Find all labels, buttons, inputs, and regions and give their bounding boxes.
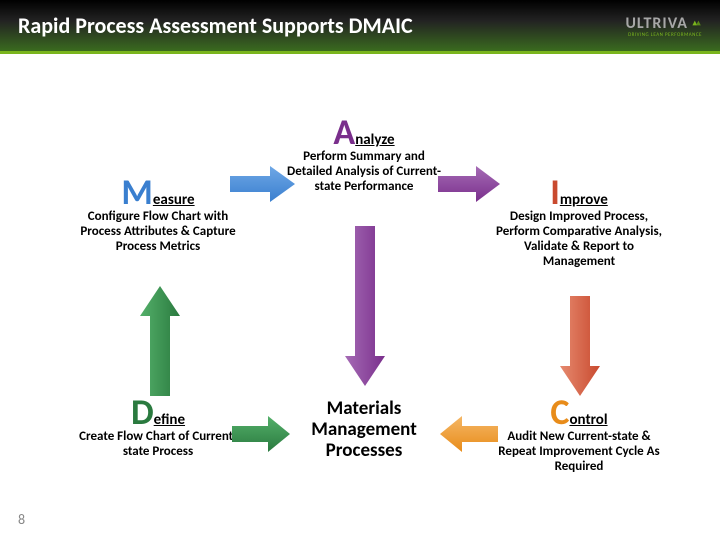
measure-suffix: easure: [153, 191, 195, 209]
logo-mark-icon: [690, 17, 702, 29]
center-box: Materials Management Processes: [284, 399, 444, 462]
block-define: Define Create Flow Chart of Current-stat…: [78, 396, 238, 460]
analyze-suffix: nalyze: [355, 131, 394, 149]
block-improve: Improve Design Improved Process, Perform…: [494, 176, 664, 270]
page-title: Rapid Process Assessment Supports DMAIC: [18, 12, 413, 39]
analyze-letter: A: [333, 110, 355, 154]
logo: ULTRIVA DRIVING LEAN PERFORMANCE: [625, 14, 702, 38]
control-body: Audit New Current-state & Repeat Improve…: [494, 430, 664, 475]
define-body: Create Flow Chart of Current-state Proce…: [78, 430, 238, 460]
block-control: Control Audit New Current-state & Repeat…: [494, 396, 664, 475]
improve-body: Design Improved Process, Perform Compara…: [494, 210, 664, 270]
arrow-control-to-center: [440, 414, 498, 454]
measure-letter: M: [121, 170, 152, 214]
logo-text: ULTRIVA: [625, 14, 688, 33]
arrow-analyze-to-improve: [438, 164, 500, 204]
center-line3: Processes: [284, 441, 444, 462]
arrow-improve-to-control: [555, 296, 605, 396]
improve-suffix: mprove: [560, 191, 608, 209]
improve-letter: I: [550, 170, 560, 214]
measure-body: Configure Flow Chart with Process Attrib…: [78, 210, 238, 255]
define-suffix: efine: [154, 411, 185, 429]
center-line2: Management: [284, 420, 444, 441]
arrow-analyze-down: [340, 226, 390, 386]
arrow-define-to-center: [232, 414, 290, 454]
logo-tagline: DRIVING LEAN PERFORMANCE: [628, 32, 702, 38]
page-number: 8: [18, 511, 25, 528]
block-analyze: Analyze Perform Summary and Detailed Ana…: [284, 116, 444, 195]
block-measure: Measure Configure Flow Chart with Proces…: [78, 176, 238, 255]
define-letter: D: [131, 390, 154, 434]
analyze-body: Perform Summary and Detailed Analysis of…: [284, 150, 444, 195]
center-line1: Materials: [284, 399, 444, 420]
arrow-measure-to-analyze: [230, 164, 295, 204]
control-suffix: ontrol: [569, 411, 607, 429]
header-bar: Rapid Process Assessment Supports DMAIC …: [0, 0, 720, 54]
diagram-canvas: Define Create Flow Chart of Current-stat…: [0, 54, 720, 540]
arrow-define-to-measure: [135, 286, 185, 396]
control-letter: C: [550, 390, 569, 434]
